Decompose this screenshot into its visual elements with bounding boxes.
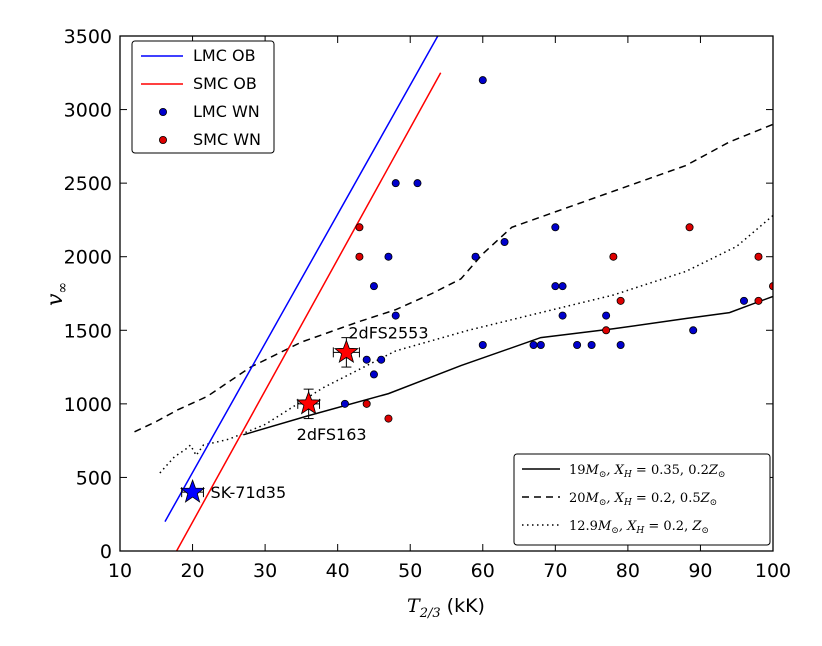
lmc-ob-line: [164, 36, 439, 522]
x-tick-label-50: 50: [398, 560, 422, 582]
legend-smc-ob-label: SMC OB: [193, 74, 257, 93]
lmc-wn-point-13: [739, 296, 748, 305]
lmc-wn-point-18: [478, 340, 487, 349]
model-track-dotted: [159, 214, 773, 474]
y-tick-label-500: 500: [76, 467, 112, 489]
legend-model-12-9-label: 12.9M⊙, XH = 0.2, Z⊙: [569, 519, 709, 536]
model-tracks: [134, 123, 773, 474]
lmc-wn-point-14: [689, 326, 698, 335]
x-tick-label-90: 90: [688, 560, 712, 582]
y-tick-label-0: 0: [100, 541, 112, 563]
legend-lower-frame: [513, 453, 771, 546]
smc-ob-line: [175, 72, 442, 551]
lmc-wn-point-8: [551, 282, 560, 291]
legend-smc-wn-label: SMC WN: [193, 130, 261, 149]
lmc-wn-point-19: [529, 340, 538, 349]
model-track-solid: [243, 295, 773, 436]
lmc-wn-point-1: [391, 179, 400, 188]
y-tick-label-1500: 1500: [64, 320, 112, 342]
x-tick-label-10: 10: [108, 560, 132, 582]
lmc-wn-point-9: [558, 282, 567, 291]
model-track-dashed: [134, 123, 773, 433]
y-axis-label: v∞: [43, 282, 71, 306]
y-tick-label-3000: 3000: [64, 100, 112, 122]
legend-smc-wn-marker: [158, 135, 167, 144]
lmc-wn-point-2: [413, 179, 422, 188]
2dfs163-label: 2dFS163: [297, 425, 367, 444]
x-tick-label-60: 60: [471, 560, 495, 582]
lmc-wn-point-23: [616, 340, 625, 349]
x-tick-label-20: 20: [180, 560, 204, 582]
y-tick-label-2500: 2500: [64, 173, 112, 195]
smc-wn-point-9: [362, 399, 371, 408]
lmc-wn-point-16: [377, 355, 386, 364]
2dfs163-star: [296, 390, 322, 415]
star-annotations: SK-71d35 2dFS163 2dFS2553: [211, 323, 429, 502]
sk-71d35-label: SK-71d35: [211, 483, 287, 502]
lmc-wn-point-17: [369, 370, 378, 379]
smc-wn-point-5: [616, 296, 625, 305]
x-tick-label-40: 40: [326, 560, 350, 582]
legend-lmc-wn-label: LMC WN: [193, 102, 260, 121]
y-tick-label-1000: 1000: [64, 394, 112, 416]
sk-71d35-star: [179, 478, 206, 503]
lmc-wn-point-0: [478, 76, 487, 85]
x-tick-label-70: 70: [543, 560, 567, 582]
legend-model-20-label: 20M⊙, XH = 0.2, 0.5Z⊙: [569, 491, 717, 508]
highlighted-stars: [179, 337, 360, 503]
legend-model-19-label: 19M⊙, XH = 0.35, 0.2Z⊙: [569, 463, 725, 480]
wn-stars: [340, 76, 773, 423]
legend-lmc-ob-label: LMC OB: [193, 46, 256, 65]
lmc-wn-point-20: [536, 340, 545, 349]
lmc-wn-point-21: [573, 340, 582, 349]
y-axis: 0 500 1000 1500 2000 2500 3000 3500: [64, 26, 773, 563]
smc-wn-point-6: [754, 296, 763, 305]
legend-lmc-wn-marker: [158, 108, 167, 117]
lmc-wn-point-3: [551, 223, 560, 232]
y-tick-label-2000: 2000: [64, 247, 112, 269]
legend-lower: 19M⊙, XH = 0.35, 0.2Z⊙ 20M⊙, XH = 0.2, 0…: [513, 453, 771, 546]
x-axis-label: T2/3 (kK): [407, 595, 485, 621]
plot-frame: [119, 35, 774, 552]
y-tick-label-3500: 3500: [64, 26, 112, 48]
lmc-wn-point-7: [369, 282, 378, 291]
smc-wn-point-3: [609, 252, 618, 261]
lmc-wn-point-22: [587, 340, 596, 349]
ob-relations: [164, 36, 442, 551]
smc-wn-point-2: [685, 223, 694, 232]
lmc-wn-point-24: [340, 399, 349, 408]
smc-wn-point-4: [754, 252, 763, 261]
x-tick-label-100: 100: [755, 560, 791, 582]
lmc-wn-point-12: [602, 311, 611, 320]
plot-area: [134, 36, 773, 551]
lmc-wn-point-6: [471, 252, 480, 261]
x-tick-label-80: 80: [616, 560, 640, 582]
lmc-wn-point-5: [384, 252, 393, 261]
smc-wn-point-7: [769, 282, 773, 291]
smc-wn-point-1: [355, 252, 364, 261]
smc-wn-point-0: [355, 223, 364, 232]
lmc-wn-point-4: [500, 237, 509, 246]
lmc-wn-point-11: [558, 311, 567, 320]
legend-upper: LMC OB SMC OB LMC WN SMC WN: [131, 40, 275, 154]
legend-upper-frame: [131, 40, 275, 154]
smc-wn-point-8: [602, 326, 611, 335]
x-tick-label-30: 30: [253, 560, 277, 582]
lmc-wn-point-10: [391, 311, 400, 320]
lmc-wn-point-15: [362, 355, 371, 364]
2dfs2553-label: 2dFS2553: [348, 323, 428, 342]
x-axis: 10 20 30 40 50 60 70 80 90 100: [108, 36, 791, 582]
2dfs2553-star: [333, 339, 359, 364]
smc-wn-point-10: [384, 414, 393, 423]
